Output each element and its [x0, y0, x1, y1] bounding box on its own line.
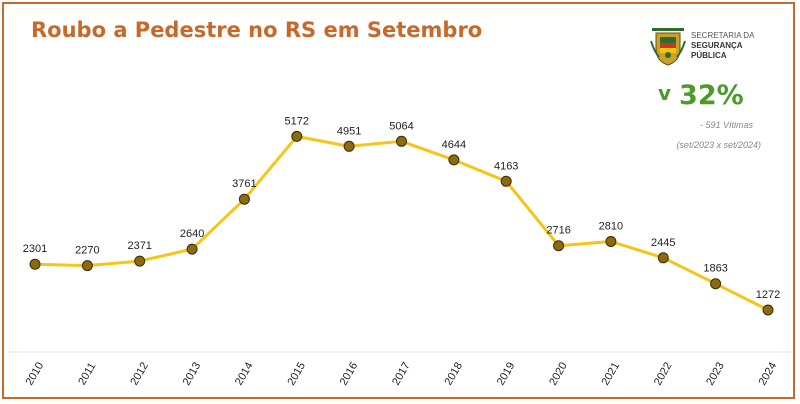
data-label-2020: 2716: [546, 225, 570, 237]
data-label-2010: 2301: [23, 243, 47, 255]
x-tick-label-2019: 2019: [495, 360, 518, 387]
data-label-2011: 2270: [75, 245, 99, 257]
down-arrow-icon: v: [658, 81, 672, 105]
x-tick-label-2024: 2024: [757, 360, 780, 387]
x-tick-label-2023: 2023: [704, 360, 727, 387]
data-label-2024: 1272: [756, 289, 780, 301]
series-layer: [29, 130, 774, 316]
data-point-2023: [710, 278, 722, 290]
data-point-2019: [500, 175, 512, 187]
data-point-2012: [134, 255, 146, 267]
label-layer: 2301 2270 2371 2640 3761 5172 4951 5064 4644 4163…: [23, 115, 780, 301]
data-label-2016: 4951: [337, 125, 361, 137]
data-point-2022: [657, 252, 669, 264]
data-label-2023: 1863: [703, 263, 727, 275]
kpi-victims-note: - 591 Vítimas: [699, 120, 753, 130]
logo-line-3: PÚBLICA: [691, 51, 727, 60]
kpi-value: 32%: [679, 80, 744, 111]
kpi-period-note: (set/2023 x set/2024): [676, 140, 761, 150]
x-tick-label-2015: 2015: [285, 360, 308, 387]
x-tick-label-2022: 2022: [652, 360, 675, 387]
data-label-2021: 2810: [599, 221, 623, 233]
x-tick-label-2018: 2018: [443, 360, 466, 387]
data-point-2020: [553, 240, 565, 252]
data-point-2024: [762, 304, 774, 316]
series-line: [34, 134, 769, 312]
logo-line-1: SECRETARIA DA: [691, 31, 755, 40]
data-label-2012: 2371: [127, 240, 151, 252]
data-point-2021: [605, 236, 617, 247]
secretaria-logo-text: SECRETARIA DA SEGURANÇA PÚBLICA: [691, 31, 754, 61]
x-tick-label-2013: 2013: [181, 360, 204, 387]
data-point-2011: [81, 260, 93, 272]
data-label-2015: 5172: [285, 115, 309, 127]
data-point-2013: [186, 243, 198, 255]
x-tick-label-2021: 2021: [600, 360, 623, 387]
data-label-2019: 4163: [494, 160, 518, 172]
x-tick-label-2017: 2017: [390, 360, 413, 387]
data-point-2010: [29, 258, 41, 270]
x-tick-label-2016: 2016: [338, 360, 361, 387]
x-axis-labels: 2010 2011 2012 2013 2014 2015 2016 2017 2018 2019…: [24, 360, 780, 387]
kpi-change: v 32%: [658, 80, 744, 111]
chart-frame: [2, 2, 795, 399]
chart-title: Roubo a Pedestre no RS em Setembro: [31, 18, 483, 42]
data-point-2018: [448, 154, 460, 166]
x-tick-label-2012: 2012: [128, 360, 151, 387]
x-tick-label-2010: 2010: [24, 360, 47, 387]
data-label-2014: 3761: [232, 178, 256, 190]
data-point-2014: [238, 193, 250, 205]
data-point-2015: [291, 130, 303, 142]
x-tick-label-2011: 2011: [76, 361, 98, 387]
data-label-2018: 4644: [442, 139, 466, 151]
data-label-2022: 2445: [651, 237, 675, 249]
data-point-2017: [396, 135, 407, 147]
data-label-2017: 5064: [389, 120, 413, 132]
data-label-2013: 2640: [180, 228, 204, 240]
x-tick-label-2020: 2020: [547, 360, 570, 387]
rs-state-coat-of-arms-icon: [650, 28, 686, 66]
logo-line-2: SEGURANÇA: [691, 41, 743, 50]
x-tick-label-2014: 2014: [233, 360, 256, 387]
data-point-2016: [343, 140, 355, 152]
